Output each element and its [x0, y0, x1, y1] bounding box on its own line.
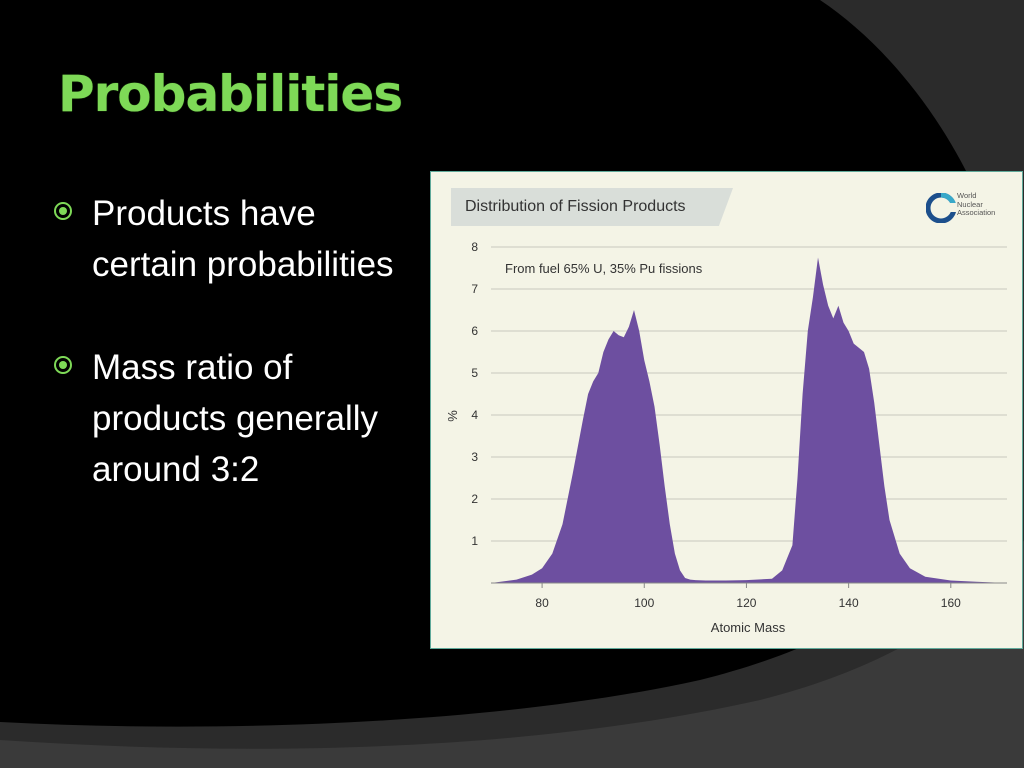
- x-axis-title: Atomic Mass: [711, 620, 786, 635]
- wna-logo-icon: [926, 193, 956, 223]
- y-tick-label: 1: [471, 534, 478, 548]
- fission-distribution-chart: 1 2 3 4 5 6 7 8 80 100 120 140 160 From fuel 65% U, …: [445, 240, 1007, 635]
- bullet-circle-icon: [54, 202, 72, 220]
- y-tick-label: 3: [471, 450, 478, 464]
- bullet-item: Mass ratio of products generally around …: [50, 342, 420, 495]
- y-tick-label: 4: [471, 408, 478, 422]
- logo-text-line: Association: [957, 208, 996, 217]
- logo-text-line: World: [957, 191, 977, 200]
- axes: 1 2 3 4 5 6 7 8 80 100 120 140 160: [471, 240, 1007, 610]
- y-tick-label: 5: [471, 366, 478, 380]
- chart-annotation: From fuel 65% U, 35% Pu fissions: [505, 261, 703, 276]
- y-tick-label: 2: [471, 492, 478, 506]
- chart-title: Distribution of Fission Products: [465, 198, 686, 215]
- chart-panel: Distribution of Fission Products World N…: [430, 171, 1023, 649]
- fission-yield-area: [491, 257, 1007, 583]
- y-tick-label: 7: [471, 282, 478, 296]
- y-axis-title: %: [445, 410, 460, 422]
- x-tick-label: 80: [535, 596, 549, 610]
- y-tick-label: 8: [471, 240, 478, 254]
- x-tick-label: 140: [839, 596, 859, 610]
- bullet-text: Mass ratio of products generally around …: [92, 348, 378, 489]
- bullet-item: Products have certain probabilities: [50, 188, 420, 290]
- y-tick-label: 6: [471, 324, 478, 338]
- bullet-text: Products have certain probabilities: [92, 194, 394, 284]
- bullet-list: Products have certain probabilities Mass…: [50, 188, 420, 547]
- data-area: [491, 257, 1007, 583]
- x-tick-label: 100: [634, 596, 654, 610]
- logo-text: World Nuclear Association: [957, 191, 996, 218]
- x-tick-label: 160: [941, 596, 961, 610]
- world-nuclear-association-logo: World Nuclear Association: [926, 191, 1016, 227]
- logo-text-line: Nuclear: [957, 199, 983, 209]
- bullet-circle-icon: [54, 356, 72, 374]
- chart-title-banner: Distribution of Fission Products: [451, 188, 733, 226]
- slide-title: Probabilities: [58, 65, 403, 123]
- x-tick-label: 120: [736, 596, 756, 610]
